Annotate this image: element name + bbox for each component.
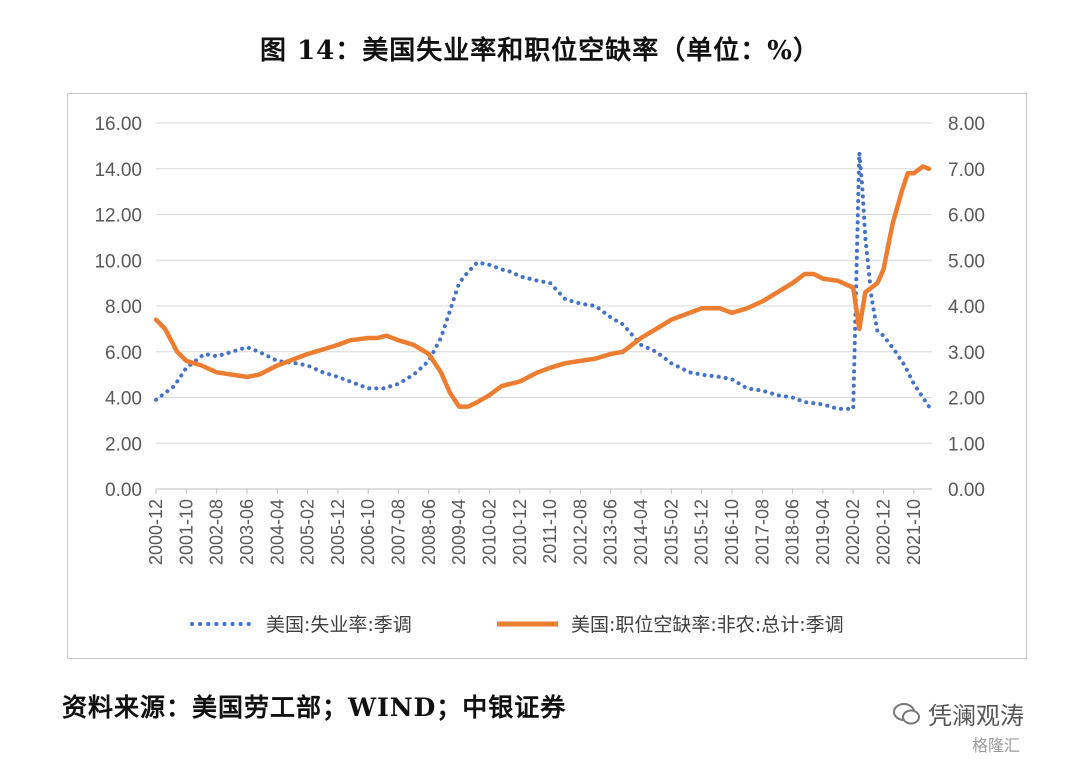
chart-title: 图 14：美国失业率和职位空缺率（单位：%） bbox=[260, 36, 820, 66]
x-tick-label: 2001-10 bbox=[176, 499, 196, 565]
x-tick-label: 2011-10 bbox=[540, 499, 560, 564]
y-right-tick-label: 7.00 bbox=[948, 160, 985, 181]
y-left-tick-label: 2.00 bbox=[105, 434, 142, 455]
x-tick-label: 2020-02 bbox=[843, 499, 863, 565]
x-tick-label: 2006-10 bbox=[358, 499, 378, 565]
legend-label-job-openings: 美国:职位空缺率:非农:总计:季调 bbox=[571, 614, 844, 636]
y-right-tick-label: 2.00 bbox=[948, 389, 985, 410]
x-tick-label: 2008-06 bbox=[419, 499, 439, 565]
watermark: 凭澜观涛 bbox=[892, 696, 1024, 731]
y-left-tick-label: 16.00 bbox=[94, 114, 142, 135]
x-tick-label: 2005-02 bbox=[298, 499, 318, 565]
source-note: 资料来源：美国劳工部；WIND；中银证券 bbox=[62, 693, 567, 722]
x-tick-label: 2007-08 bbox=[389, 499, 409, 565]
y-left-tick-label: 4.00 bbox=[105, 389, 142, 410]
wechat-icon bbox=[893, 702, 920, 724]
legend: 美国:失业率:季调 美国:职位空缺率:非农:总计:季调 bbox=[190, 614, 844, 636]
job-openings-rate-line bbox=[153, 164, 932, 409]
x-tick-label: 2004-04 bbox=[267, 499, 287, 565]
x-tick-label: 2002-08 bbox=[207, 499, 227, 565]
x-tick-label: 2010-12 bbox=[510, 499, 530, 565]
y-right-tick-label: 4.00 bbox=[948, 297, 985, 318]
x-tick-label: 2010-02 bbox=[479, 499, 499, 565]
x-tick-label: 2017-08 bbox=[752, 499, 772, 565]
gridlines bbox=[156, 122, 932, 490]
x-tick-label: 2014-04 bbox=[631, 499, 651, 565]
series-lines bbox=[153, 150, 932, 411]
y-left-tick-label: 10.00 bbox=[94, 251, 142, 272]
chart-frame bbox=[67, 93, 1027, 659]
y-left-tick-label: 8.00 bbox=[105, 297, 142, 318]
x-tick-label: 2003-06 bbox=[237, 499, 257, 565]
y-right-tick-label: 1.00 bbox=[948, 434, 985, 455]
x-tick-label: 2018-06 bbox=[783, 499, 803, 565]
y-left-tick-label: 14.00 bbox=[94, 160, 142, 181]
right-axis-ticks: 0.00 1.00 2.00 3.00 4.00 5.00 6.00 7.00 8.00 bbox=[948, 114, 985, 501]
y-left-tick-label: 6.00 bbox=[105, 343, 142, 364]
y-right-tick-label: 6.00 bbox=[948, 206, 985, 227]
x-tick-label: 2019-04 bbox=[813, 499, 833, 565]
watermark-account: 凭澜观涛 bbox=[928, 702, 1024, 730]
x-tick-label: 2015-12 bbox=[692, 499, 712, 565]
x-tick-label: 2015-02 bbox=[661, 499, 681, 565]
x-tick-label: 2005-12 bbox=[328, 499, 348, 565]
x-tick-label: 2016-10 bbox=[722, 499, 742, 565]
x-tick-label: 2020-12 bbox=[874, 499, 894, 565]
x-tick-label: 2000-12 bbox=[146, 499, 166, 565]
watermark-site: 格隆汇 bbox=[972, 736, 1021, 755]
x-tick-label: 2012-08 bbox=[570, 499, 590, 565]
y-left-tick-label: 12.00 bbox=[94, 206, 142, 227]
unemployment-rate-line bbox=[154, 150, 931, 411]
y-left-tick-label: 0.00 bbox=[105, 480, 142, 501]
y-right-tick-label: 5.00 bbox=[948, 251, 985, 272]
y-right-tick-label: 0.00 bbox=[948, 480, 985, 501]
y-right-tick-label: 3.00 bbox=[948, 343, 985, 364]
x-tick-label: 2009-04 bbox=[449, 499, 469, 565]
legend-label-unemployment: 美国:失业率:季调 bbox=[266, 614, 412, 636]
x-tick-label: 2021-10 bbox=[904, 499, 924, 565]
x-tick-label: 2013-06 bbox=[601, 499, 621, 565]
y-right-tick-label: 8.00 bbox=[948, 114, 985, 135]
x-axis-ticks: 2000-12 2001-10 2002-08 2003-06 2004-04 2005-… bbox=[146, 488, 932, 565]
left-axis-ticks: 0.00 2.00 4.00 6.00 8.00 10.00 12.00 14.00 16.00 bbox=[94, 114, 142, 501]
